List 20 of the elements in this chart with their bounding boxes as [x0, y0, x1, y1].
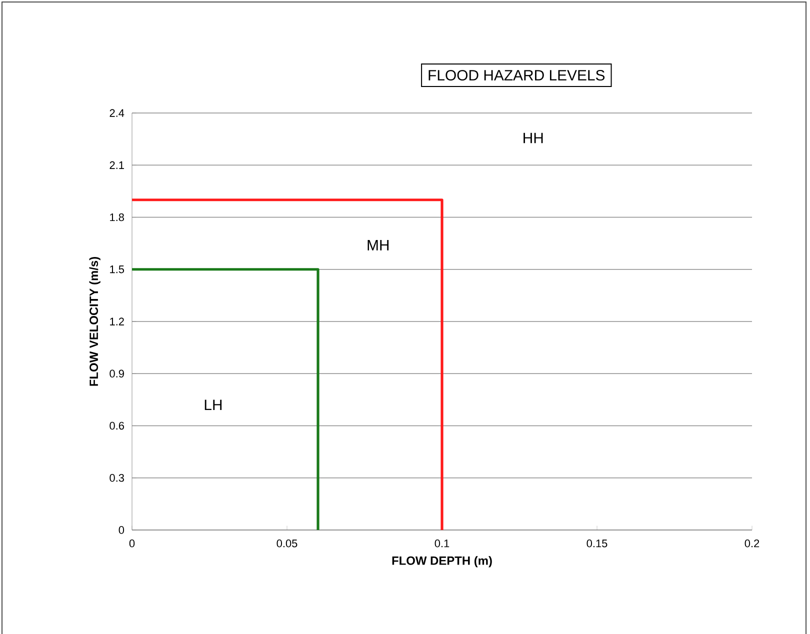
y-tick-label: 0.6: [110, 422, 124, 430]
annotation: HH: [524, 132, 543, 144]
y-tick-label: 1.2: [110, 318, 124, 326]
annotation: MH: [368, 240, 389, 250]
y-tick-label: 0.9: [110, 370, 124, 378]
x-tick-label: 0.15: [586, 540, 608, 548]
y-tick-label: 1.5: [110, 266, 124, 274]
y-tick-label: 2.1: [110, 161, 124, 169]
y-axis-title: FLOW VELOCITY (m/s): [89, 256, 100, 386]
x-tick-label: 0.05: [276, 540, 298, 548]
y-tick-label: 2.4: [110, 109, 124, 117]
y-tick-label: 0: [118, 526, 124, 534]
y-tick-label: 0.3: [110, 474, 124, 482]
x-tick-label: 0.2: [744, 540, 760, 548]
x-tick-label: 0: [129, 540, 135, 548]
annotation: LH: [204, 400, 222, 410]
x-axis-title: FLOW DEPTH (m): [392, 556, 492, 568]
x-tick-label: 0.1: [434, 540, 450, 548]
y-tick-label: 1.8: [110, 213, 124, 222]
chart-title: FLOOD HAZARD LEVELS: [428, 70, 605, 81]
